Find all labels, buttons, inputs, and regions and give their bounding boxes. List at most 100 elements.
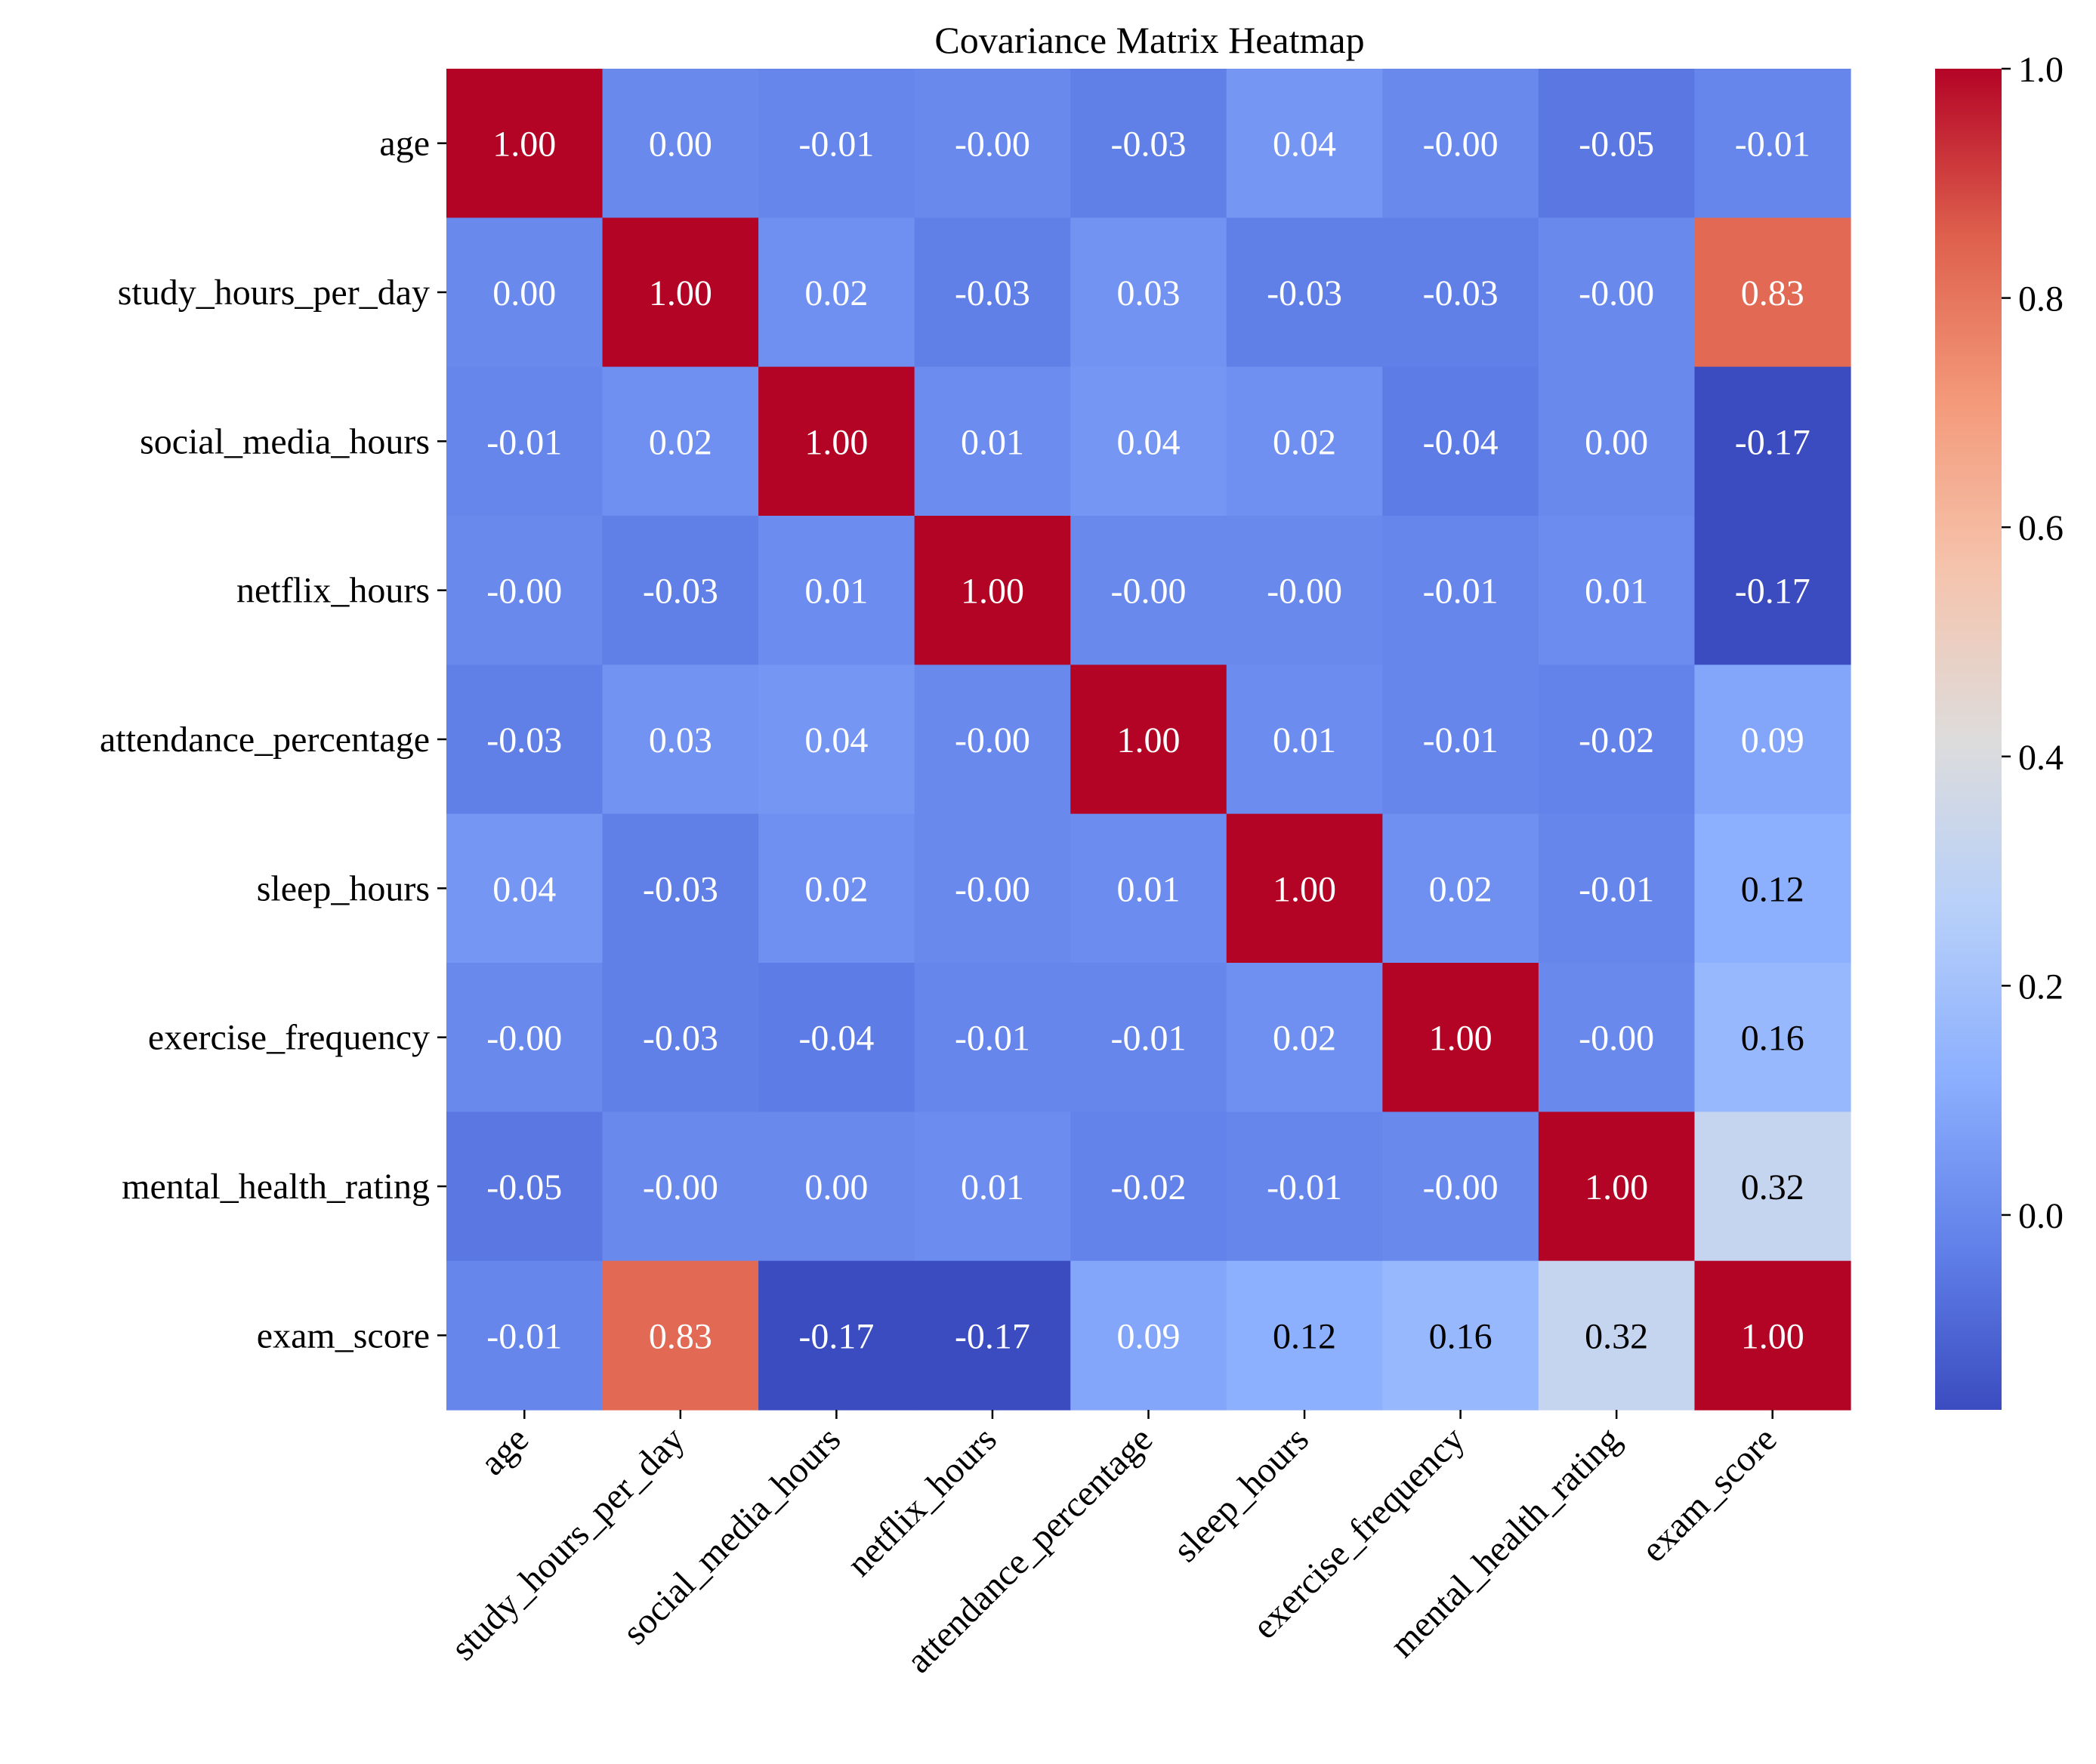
heatmap-cell-8-5 xyxy=(1226,1260,1383,1411)
heatmap-cell-4-2 xyxy=(758,665,915,815)
cell-annotation-3-6: -0.01 xyxy=(1423,572,1499,612)
cell-annotation-2-3: 0.01 xyxy=(961,422,1024,462)
cell-annotation-8-3: -0.17 xyxy=(955,1316,1030,1356)
heatmap-cell-6-4 xyxy=(1070,963,1227,1112)
x-tick-label-5: sleep_hours xyxy=(1165,1419,1317,1570)
cell-annotation-0-6: -0.00 xyxy=(1423,125,1499,165)
heatmap-cell-2-1 xyxy=(602,366,759,517)
cell-annotation-7-6: -0.00 xyxy=(1423,1167,1499,1207)
y-tick-label-3: netflix_hours xyxy=(236,571,430,611)
heatmap-cell-5-1 xyxy=(602,813,759,964)
heatmap-cell-4-7 xyxy=(1538,665,1696,815)
heatmap-cell-8-8 xyxy=(1694,1260,1851,1411)
cell-annotation-8-8: 1.00 xyxy=(1741,1316,1804,1356)
cell-annotation-5-2: 0.02 xyxy=(804,869,868,909)
cell-annotation-4-6: -0.01 xyxy=(1423,720,1499,760)
cell-annotation-4-0: -0.03 xyxy=(486,720,562,760)
heatmap-cell-7-7 xyxy=(1538,1112,1696,1262)
cell-annotation-6-6: 1.00 xyxy=(1429,1019,1493,1059)
heatmap-cell-3-6 xyxy=(1382,516,1539,665)
y-tick-label-7: mental_health_rating xyxy=(122,1167,430,1207)
cell-annotation-5-7: -0.01 xyxy=(1579,869,1654,909)
heatmap-cell-6-2 xyxy=(758,963,915,1112)
cell-annotation-8-6: 0.16 xyxy=(1429,1316,1493,1356)
heatmap-cell-8-6 xyxy=(1382,1260,1539,1411)
y-tick-label-4: attendance_percentage xyxy=(100,720,430,760)
heatmap-cell-2-2 xyxy=(758,366,915,517)
cell-annotation-8-2: -0.17 xyxy=(798,1316,874,1356)
heatmap-cell-0-7 xyxy=(1538,69,1696,218)
heatmap-cell-2-7 xyxy=(1538,366,1696,517)
cell-annotation-0-4: -0.03 xyxy=(1111,125,1187,165)
heatmap-cell-2-0 xyxy=(446,366,603,517)
cell-annotation-7-4: -0.02 xyxy=(1111,1167,1187,1207)
heatmap-cell-0-3 xyxy=(914,69,1071,218)
cell-annotation-2-8: -0.17 xyxy=(1735,422,1810,462)
x-tick-label-3: netflix_hours xyxy=(839,1419,1004,1584)
cell-annotation-0-5: 0.04 xyxy=(1273,125,1336,165)
cell-annotation-1-2: 0.02 xyxy=(804,273,868,313)
cell-annotation-7-3: 0.01 xyxy=(961,1167,1024,1207)
heatmap-cell-1-2 xyxy=(758,217,915,368)
heatmap-cell-7-5 xyxy=(1226,1112,1383,1262)
heatmap-cell-7-8 xyxy=(1694,1112,1851,1262)
heatmap-cell-3-1 xyxy=(602,516,759,665)
cell-annotation-2-2: 1.00 xyxy=(804,422,868,462)
cell-annotation-6-2: -0.04 xyxy=(798,1019,874,1059)
heatmap-cell-5-3 xyxy=(914,813,1071,964)
heatmap-cell-4-6 xyxy=(1382,665,1539,815)
heatmap-cell-1-3 xyxy=(914,217,1071,368)
heatmap-cell-2-3 xyxy=(914,366,1071,517)
heatmap-cell-3-2 xyxy=(758,516,915,665)
heatmap-cell-1-5 xyxy=(1226,217,1383,368)
heatmap-cell-8-2 xyxy=(758,1260,915,1411)
colorbar-tick-label-0: 0.0 xyxy=(2018,1196,2064,1236)
heatmap-cell-2-4 xyxy=(1070,366,1227,517)
heatmap-annotations: 1.00 0.00 -0.01 -0.00 -0.03 0.04 -0.00 -0.05 -0.… xyxy=(486,125,1810,1357)
heatmap-cell-8-4 xyxy=(1070,1260,1227,1411)
heatmap-cell-7-4 xyxy=(1070,1112,1227,1262)
cell-annotation-3-7: 0.01 xyxy=(1585,572,1648,612)
cell-annotation-5-3: -0.00 xyxy=(955,869,1030,909)
heatmap-cell-0-2 xyxy=(758,69,915,218)
x-tick-label-8: exam_score xyxy=(1634,1419,1785,1570)
cell-annotation-8-0: -0.01 xyxy=(486,1316,562,1356)
cell-annotation-4-7: -0.02 xyxy=(1579,720,1654,760)
heatmap-cell-5-7 xyxy=(1538,813,1696,964)
colorbar-tick-label-1: 0.2 xyxy=(2018,967,2064,1007)
colorbar: 0.0 0.2 0.4 0.6 0.8 1.0 xyxy=(1935,50,2064,1410)
y-tick-label-2: social_media_hours xyxy=(140,421,430,461)
cell-annotation-4-4: 1.00 xyxy=(1117,720,1181,760)
y-tick-label-0: age xyxy=(379,124,430,164)
heatmap-cell-8-7 xyxy=(1538,1260,1696,1411)
cell-annotation-6-3: -0.01 xyxy=(955,1019,1030,1059)
heatmap-cell-5-2 xyxy=(758,813,915,964)
cell-annotation-2-4: 0.04 xyxy=(1117,422,1181,462)
cell-annotation-5-5: 1.00 xyxy=(1273,869,1336,909)
heatmap-cell-0-8 xyxy=(1694,69,1851,218)
cell-annotation-4-3: -0.00 xyxy=(955,720,1030,760)
heatmap-cell-4-8 xyxy=(1694,665,1851,815)
heatmap-cell-1-4 xyxy=(1070,217,1227,368)
colorbar-tick-label-3: 0.6 xyxy=(2018,508,2064,548)
heatmap-cell-3-8 xyxy=(1694,516,1851,665)
cell-annotation-0-2: -0.01 xyxy=(798,125,874,165)
cell-annotation-8-7: 0.32 xyxy=(1585,1316,1648,1356)
heatmap-cell-5-4 xyxy=(1070,813,1227,964)
heatmap-cells xyxy=(446,69,1851,1411)
cell-annotation-7-1: -0.00 xyxy=(643,1167,718,1207)
heatmap-cell-4-4 xyxy=(1070,665,1227,815)
cell-annotation-0-7: -0.05 xyxy=(1579,125,1654,165)
cell-annotation-6-4: -0.01 xyxy=(1111,1019,1187,1059)
heatmap-cell-6-7 xyxy=(1538,963,1696,1112)
cell-annotation-3-2: 0.01 xyxy=(804,572,868,612)
heatmap-cell-8-0 xyxy=(446,1260,603,1411)
heatmap-cell-0-4 xyxy=(1070,69,1227,218)
cell-annotation-2-5: 0.02 xyxy=(1273,422,1336,462)
heatmap-cell-3-0 xyxy=(446,516,603,665)
heatmap-cell-7-0 xyxy=(446,1112,603,1262)
cell-annotation-3-1: -0.03 xyxy=(643,572,718,612)
heatmap-cell-7-6 xyxy=(1382,1112,1539,1262)
cell-annotation-7-2: 0.00 xyxy=(804,1167,868,1207)
cell-annotation-4-5: 0.01 xyxy=(1273,720,1336,760)
